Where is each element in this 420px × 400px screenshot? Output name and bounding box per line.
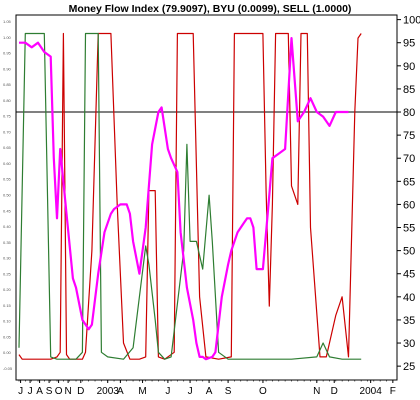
y-tick-label: 35 [403, 315, 415, 327]
left-axis-label: 0.40 [3, 224, 12, 229]
series-line-1 [18, 32, 362, 360]
plot-frame [15, 14, 398, 381]
x-tick-label: J [18, 386, 23, 397]
left-axis-label: 0.20 [3, 287, 12, 292]
y-tick-label: 100 [403, 15, 420, 27]
x-tick-label: J [188, 386, 193, 397]
left-axis-label: 0.45 [3, 208, 12, 213]
left-axis-label: 0.50 [3, 193, 12, 198]
left-axis-label: 0.05 [3, 334, 12, 339]
y-tick-label: 70 [403, 153, 415, 165]
left-axis-label: 0.25 [3, 271, 12, 276]
y-tick-label: 60 [403, 199, 415, 211]
x-tick-label: D [331, 386, 338, 397]
series-line-0 [18, 32, 362, 360]
left-axis-label: 0.10 [3, 319, 12, 324]
y-tick-label: 80 [403, 107, 415, 119]
right-axis: 25 30 35 40 45 50 55 60 65 70 75 80 85 90 95 100 [397, 15, 420, 373]
x-tick-label: O [259, 386, 267, 397]
y-tick-label: 90 [403, 61, 415, 73]
left-axis: 1.05 1.00 0.95 0.90 0.85 0.80 0.75 0.70 0.65 0.60… [3, 19, 13, 371]
x-tick-label: M [138, 386, 146, 397]
x-tick-label: A [36, 386, 43, 397]
series-line-2 [19, 37, 349, 361]
left-axis-label: 0.30 [3, 256, 12, 261]
x-tick-label: J [165, 386, 170, 397]
left-axis-label: 0.35 [3, 240, 12, 245]
left-axis-label: 1.05 [3, 19, 12, 24]
left-axis-label: 0.75 [3, 114, 12, 119]
x-tick-label: O [55, 386, 63, 397]
y-tick-label: 95 [403, 38, 415, 50]
x-tick-label: N [313, 386, 320, 397]
left-axis-label: 0.15 [3, 303, 12, 308]
y-tick-label: 55 [403, 223, 415, 235]
x-tick-label: A [117, 386, 124, 397]
x-tick-label: S [46, 386, 53, 397]
left-axis-label: 0.80 [3, 98, 12, 103]
y-tick-label: 40 [403, 292, 415, 304]
y-tick-label: 30 [403, 338, 415, 350]
y-tick-label: 65 [403, 176, 415, 188]
left-axis-label: 0.95 [3, 51, 12, 56]
left-axis-label: 0.85 [3, 82, 12, 87]
y-tick-label: 45 [403, 269, 415, 281]
y-tick-label: 85 [403, 84, 415, 96]
chart-title: Money Flow Index (79.9097), BYU (0.0099)… [69, 3, 352, 15]
left-axis-label: 0.00 [3, 350, 12, 355]
left-axis-label: 0.65 [3, 145, 12, 150]
x-tick-label: D [77, 386, 84, 397]
series-layer [18, 32, 362, 361]
x-tick-label: 2004 [360, 386, 383, 397]
left-axis-label: 0.55 [3, 177, 12, 182]
y-tick-label: 75 [403, 130, 415, 142]
left-axis-label: 0.90 [3, 66, 12, 71]
x-tick-label: N [64, 386, 71, 397]
x-tick-label: J [28, 386, 33, 397]
y-tick-label: 50 [403, 246, 415, 258]
left-axis-label: 0.70 [3, 129, 12, 134]
left-axis-label: 1.00 [3, 35, 12, 40]
x-tick-label: F [390, 386, 396, 397]
left-axis-label: -0.05 [3, 366, 13, 371]
x-tick-label: A [206, 386, 213, 397]
y-tick-label: 25 [403, 361, 415, 373]
x-tick-label: S [225, 386, 232, 397]
left-axis-label: 0.60 [3, 161, 12, 166]
x-tick-label: 2003 [97, 386, 120, 397]
